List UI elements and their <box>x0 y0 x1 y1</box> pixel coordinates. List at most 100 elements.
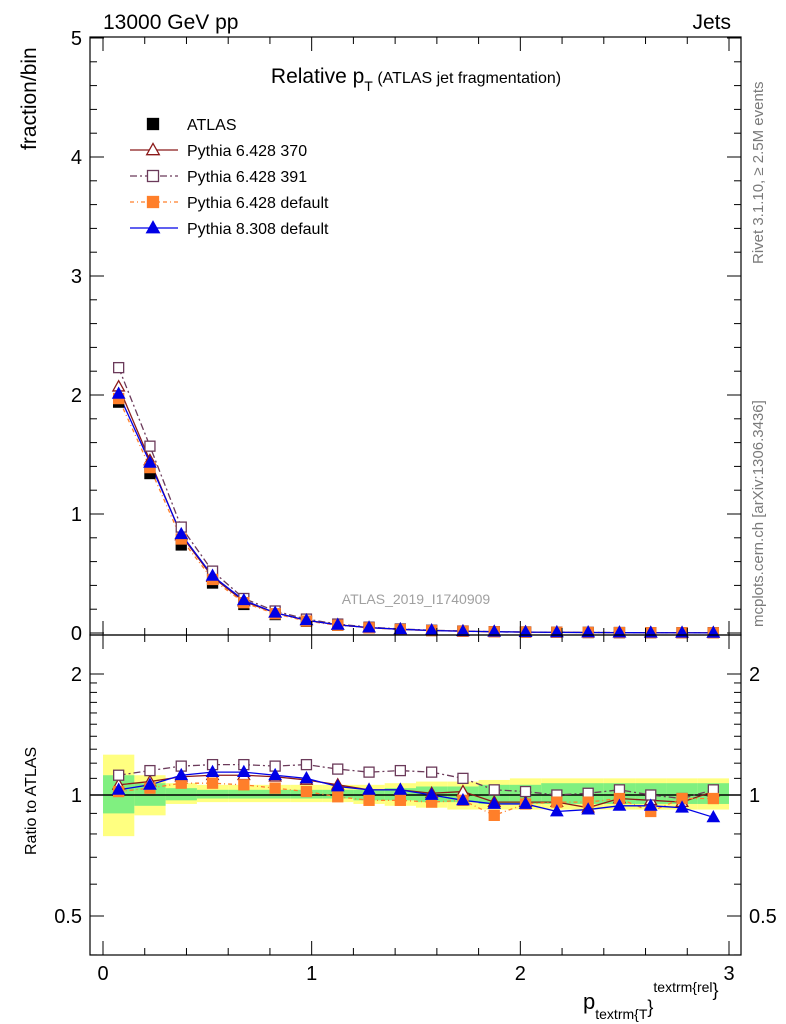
ratio-band-inner <box>165 788 197 801</box>
series-marker <box>362 620 376 633</box>
ratio-plot-marks <box>111 758 721 823</box>
ratio-series-line <box>118 771 714 818</box>
y-tick-label: 1 <box>71 504 82 526</box>
series-marker <box>205 568 220 581</box>
ratio-series-marker <box>300 785 313 798</box>
y-tick-label: 2 <box>71 385 82 407</box>
ratio-series-marker <box>206 777 219 789</box>
series-marker <box>236 592 251 606</box>
legend-entry-label: Pythia 6.428 370 <box>187 143 307 160</box>
main-axes: 0 1 2 3 4 5 <box>71 28 741 645</box>
ratio-series-marker <box>581 802 596 815</box>
ratio-series-marker <box>706 809 721 823</box>
chart-title-suffix-text: (ATLAS jet fragmentation) <box>377 70 561 87</box>
legend-marker <box>146 117 160 131</box>
y-axis-label: fraction/bin <box>18 47 41 150</box>
series-marker <box>518 624 533 637</box>
ratio-series-marker <box>236 764 251 778</box>
ratio-band-inner <box>259 789 291 799</box>
header-right-label: Jets <box>692 11 731 34</box>
ratio-series-marker <box>144 764 156 777</box>
mcplots-label: mcplots.cern.ch [arXiv:1306.3436] <box>750 400 767 627</box>
ratio-tick-label: 1 <box>71 785 82 807</box>
ratio-series-marker <box>111 782 126 795</box>
ratio-panel: 0.5 0.5 1 1 2 2 0 1 2 3 <box>54 634 777 985</box>
series-marker <box>174 526 189 540</box>
ratio-series-marker <box>393 782 408 795</box>
ratio-series-marker <box>363 766 375 778</box>
ratio-series-marker <box>456 792 470 806</box>
series-marker <box>143 455 157 468</box>
ratio-series-marker <box>519 785 532 798</box>
ratio-series-marker <box>612 798 627 811</box>
chart-title: Relative pT (ATLAS jet fragmentation) <box>271 65 561 94</box>
ratio-axes: 0.5 0.5 1 1 2 2 0 1 2 3 <box>54 635 777 985</box>
ratio-series-marker <box>707 792 719 805</box>
ratio-band-inner <box>228 789 260 799</box>
ratio-series-marker <box>488 784 500 796</box>
legend-marker <box>145 142 161 156</box>
ratio-series-marker <box>205 764 220 778</box>
ratio-series-marker <box>269 782 281 794</box>
ratio-band-inner <box>196 789 229 799</box>
ratio-series-marker <box>424 787 439 800</box>
series-marker <box>111 386 126 399</box>
legend-entry-label: ATLAS <box>187 117 237 134</box>
x-axis-label-sup: textrm{rel <box>653 979 712 995</box>
x-axis-label: ptextrm{T}textrm{rel} <box>583 979 719 1022</box>
y-tick-label: 5 <box>71 28 82 50</box>
ratio-series-marker <box>394 794 407 806</box>
series-marker <box>113 361 125 374</box>
series-marker <box>487 624 502 637</box>
ratio-tick-label-right: 0.5 <box>749 906 777 928</box>
chart-title-main: Relative p <box>271 65 364 88</box>
ratio-series-marker <box>363 794 375 806</box>
series-marker <box>330 617 345 630</box>
y-tick-label: 4 <box>71 147 82 169</box>
series-marker <box>299 612 314 626</box>
y-tick-label: 3 <box>71 266 82 288</box>
ratio-series-marker <box>332 791 344 803</box>
ratio-series-marker <box>113 769 125 781</box>
y-tick-label: 0 <box>71 623 82 645</box>
analysis-watermark: ATLAS_2019_I1740909 <box>342 591 491 607</box>
x-axis-label-main: p <box>583 989 595 1014</box>
ratio-series-marker <box>332 763 344 775</box>
legend-marker <box>145 220 161 234</box>
header-left-label: 13000 GeV pp <box>103 11 238 34</box>
legend-entry-label: Pythia 6.428 391 <box>187 169 307 186</box>
ratio-tick-label: 2 <box>71 664 82 686</box>
ratio-series-marker <box>549 804 564 817</box>
ratio-tick-label-right: 2 <box>749 664 760 686</box>
series-marker <box>144 440 156 452</box>
x-axis-label-brace2: } <box>713 980 719 1000</box>
ratio-series-marker <box>268 767 283 781</box>
ratio-series-marker <box>488 809 500 821</box>
ratio-series-marker <box>457 772 469 785</box>
ratio-series-marker <box>300 758 313 771</box>
ratio-tick-label-right: 1 <box>749 785 760 807</box>
ratio-y-axis-label: Ratio to ATLAS <box>23 747 40 855</box>
ratio-series-marker <box>238 779 250 791</box>
x-axis-label-sub: textrm{T <box>595 1006 648 1022</box>
x-tick-label: 3 <box>723 963 734 985</box>
ratio-series-marker <box>174 767 189 781</box>
series-marker <box>581 625 596 638</box>
legend: ATLAS Pythia 6.428 370 Pythia 6.428 391 Pyt… <box>130 117 329 238</box>
ratio-series-marker <box>299 771 314 784</box>
x-tick-label: 1 <box>306 963 317 985</box>
ratio-series-marker <box>675 800 689 813</box>
legend-marker <box>146 195 160 209</box>
ratio-series-marker <box>330 779 345 792</box>
ratio-tick-label: 0.5 <box>54 906 82 928</box>
chart-title-sub: T <box>364 78 373 94</box>
ratio-series-marker <box>143 777 157 790</box>
ratio-series-marker <box>518 796 533 809</box>
legend-entry-label: Pythia 8.308 default <box>187 221 329 238</box>
series-marker <box>549 625 564 638</box>
x-tick-label: 0 <box>97 963 108 985</box>
x-tick-label: 2 <box>515 963 526 985</box>
series-marker <box>268 605 283 618</box>
ratio-series-marker <box>362 782 376 795</box>
